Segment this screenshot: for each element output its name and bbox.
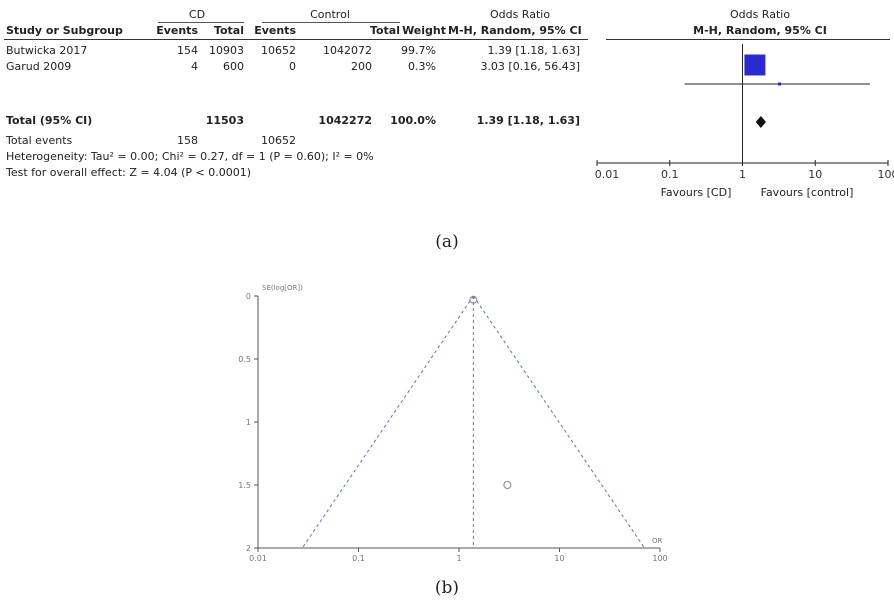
funnel-y-tick-label: 0.5 — [238, 355, 251, 364]
forest-plot-graphic: 0.01 0.1 1 10 100 — [595, 44, 894, 181]
col-header-or-ci: M-H, Random, 95% CI — [448, 24, 582, 37]
forest-x-tick-label: 0.01 — [595, 168, 620, 181]
group-header-or-plot: Odds Ratio — [729, 8, 791, 21]
overall-effect-text: Test for overall effect: Z = 4.04 (P < 0… — [6, 166, 251, 179]
cd-total: 600 — [223, 60, 244, 73]
caption-b: (b) — [434, 578, 460, 598]
forest-x-tick-label: 100 — [878, 168, 894, 181]
funnel-x-axis-label: OR — [652, 537, 663, 545]
funnel-x-tick-label: 0.1 — [352, 554, 365, 563]
group-header-cd: CD — [188, 8, 206, 21]
study-name: Butwicka 2017 — [6, 44, 88, 57]
col-header-cd-events: Events — [156, 24, 198, 37]
cd-events: 154 — [177, 44, 198, 57]
funnel-ci-right-line — [472, 295, 645, 549]
total-cd-total: 11503 — [205, 114, 244, 127]
col-header-cd-total: Total — [213, 24, 244, 37]
funnel-y-tick-label: 0 — [246, 292, 251, 301]
or-ci: 3.03 [0.16, 56.43] — [480, 60, 580, 73]
col-header-weight: Weight — [402, 24, 446, 37]
weight: 99.7% — [401, 44, 436, 57]
col-header-plot-method: M-H, Random, 95% CI — [693, 24, 827, 37]
caption-a: (a) — [435, 232, 459, 252]
ctrl-total: 1042072 — [323, 44, 372, 57]
study-name: Garud 2009 — [6, 60, 72, 73]
col-header-ctrl-total: Total — [369, 24, 400, 37]
col-header-study: Study or Subgroup — [6, 24, 123, 37]
study-weight-box — [778, 82, 782, 86]
group-header-control: Control — [310, 8, 350, 21]
ctrl-events: 10652 — [261, 44, 296, 57]
forest-x-tick-label: 0.1 — [661, 168, 679, 181]
funnel-y-axis-label: SE(log[OR]) — [262, 284, 303, 292]
funnel-ci-left-line — [301, 295, 474, 549]
funnel-y-tick-label: 2 — [246, 544, 251, 553]
group-header-or-table: Odds Ratio — [489, 8, 551, 21]
col-header-ctrl-events: Events — [254, 24, 296, 37]
total-events-label: Total events — [6, 134, 73, 147]
total-events-cd: 158 — [177, 134, 198, 147]
funnel-x-tick-label: 10 — [554, 554, 564, 563]
favours-control-label: Favours [control] — [760, 186, 854, 199]
study-weight-box — [744, 54, 766, 76]
funnel-x-tick-label: 0.01 — [249, 554, 267, 563]
favours-cd-label: Favours [CD] — [660, 186, 732, 199]
funnel-study-point — [469, 295, 478, 304]
ctrl-events: 0 — [289, 60, 296, 73]
total-weight: 100.0% — [390, 114, 436, 127]
funnel-x-tick-label: 100 — [652, 554, 667, 563]
or-ci: 1.39 [1.18, 1.63] — [487, 44, 580, 57]
pooled-diamond — [755, 116, 766, 128]
total-or-ci: 1.39 [1.18, 1.63] — [476, 114, 580, 127]
forest-x-tick-label: 10 — [808, 168, 822, 181]
funnel-study-point — [503, 481, 512, 489]
ctrl-total: 200 — [351, 60, 372, 73]
total-events-ctrl: 10652 — [261, 134, 296, 147]
forest-x-tick-label: 1 — [739, 168, 746, 181]
weight: 0.3% — [408, 60, 436, 73]
cd-events: 4 — [191, 60, 198, 73]
funnel-x-tick-label: 1 — [456, 554, 461, 563]
funnel-y-tick-label: 1 — [246, 418, 251, 427]
total-ctrl-total: 1042272 — [318, 114, 372, 127]
total-label: Total (95% CI) — [6, 114, 93, 127]
funnel-y-tick-label: 1.5 — [238, 481, 251, 490]
heterogeneity-text: Heterogeneity: Tau² = 0.00; Chi² = 0.27,… — [6, 150, 374, 163]
cd-total: 10903 — [209, 44, 244, 57]
